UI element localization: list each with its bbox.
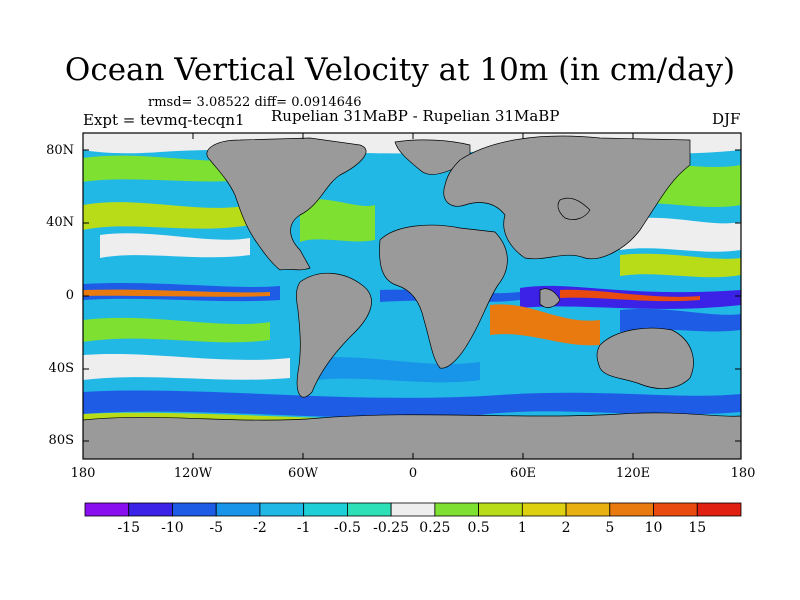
- field-north-pacific-white: [100, 233, 250, 258]
- colorbar-swatch: [609, 502, 654, 517]
- colorbar-label: -1: [296, 520, 311, 536]
- colorbar-label: 10: [644, 520, 663, 536]
- season-label: DJF: [712, 110, 741, 128]
- colorbar-label: 1: [517, 520, 527, 536]
- chart-subtitle: Rupelian 31MaBP - Rupelian 31MaBP: [271, 107, 560, 125]
- colorbar-label: 2: [561, 520, 571, 536]
- land-eurasia: [443, 135, 691, 260]
- lon-label-0: 0: [408, 466, 418, 481]
- colorbar-label: 0.5: [467, 520, 490, 536]
- colorbar: [84, 502, 742, 517]
- lon-label-180w: 180: [70, 466, 96, 481]
- colorbar-swatch: [696, 502, 742, 517]
- colorbar-label: -10: [161, 520, 184, 536]
- land-madagascar: [539, 288, 561, 308]
- land-antarctica: [83, 412, 741, 459]
- field-west-pacific-yellow: [620, 253, 741, 278]
- field-south-atlantic-blue: [300, 357, 480, 383]
- colorbar-swatch: [84, 502, 130, 517]
- colorbar-swatch: [521, 502, 567, 517]
- field-north-atlantic-green: [300, 198, 375, 242]
- land-south-america: [296, 272, 372, 398]
- lon-label-120e: 120E: [615, 466, 651, 481]
- colorbar-label: -2: [253, 520, 267, 536]
- stats-text: rmsd= 3.08522 diff= 0.0914646: [148, 95, 362, 110]
- lon-label-60e: 60E: [509, 466, 537, 481]
- colorbar-swatch: [128, 502, 173, 517]
- colorbar-swatch: [434, 502, 480, 517]
- field-south-pacific-green: [83, 317, 270, 343]
- field-south-pacific-white: [83, 353, 290, 380]
- lat-label-0: 0: [65, 288, 74, 303]
- lat-label-80s: 80S: [48, 433, 74, 448]
- lat-label-40n: 40N: [46, 215, 74, 230]
- field-west-pacific-white: [620, 217, 741, 252]
- field-madagascar-orange: [490, 304, 600, 346]
- axis-ticks: [82, 133, 742, 459]
- colorbar-swatch: [215, 502, 261, 517]
- colorbar-swatch: [259, 502, 305, 517]
- colorbar-swatch: [303, 502, 348, 517]
- lat-label-80n: 80N: [46, 143, 74, 158]
- colorbar-label: -0.5: [333, 520, 361, 536]
- experiment-label: Expt = tevmq-tecqn1: [83, 111, 245, 129]
- lat-label-40s: 40S: [48, 361, 74, 376]
- field-equatorial-pacific-orange: [83, 289, 270, 297]
- colorbar-label: -15: [117, 520, 140, 536]
- colorbar-label: 15: [688, 520, 707, 536]
- colorbar-swatch: [478, 502, 523, 517]
- colorbar-swatch: [565, 502, 611, 517]
- lon-label-180e: 180: [730, 466, 756, 481]
- field-indian-ocean-red: [560, 289, 700, 302]
- field-north-pacific-yellow: [83, 202, 250, 230]
- colorbar-swatch: [390, 502, 436, 517]
- land-africa: [379, 224, 508, 369]
- colorbar-label: -5: [209, 520, 223, 536]
- colorbar-swatch: [346, 502, 392, 517]
- lon-label-120w: 120W: [173, 466, 213, 481]
- lon-label-60w: 60W: [288, 466, 318, 481]
- land-greenland: [394, 139, 471, 175]
- colorbar-label: 0.25: [419, 520, 451, 536]
- field-north-pacific-green: [83, 155, 250, 182]
- colorbar-swatch: [172, 502, 217, 517]
- field-southern-ocean-blue: [83, 390, 741, 418]
- land-arabia: [557, 197, 591, 220]
- colorbar-swatch: [653, 502, 698, 517]
- field-south-pacific-blue: [620, 308, 741, 332]
- land-australia: [596, 327, 694, 389]
- land-north-america: [206, 137, 367, 271]
- colorbar-label: 5: [605, 520, 615, 536]
- ocean-field: [83, 133, 741, 459]
- chart-title: Ocean Vertical Velocity at 10m (in cm/da…: [64, 52, 736, 88]
- colorbar-label: -0.25: [373, 520, 410, 536]
